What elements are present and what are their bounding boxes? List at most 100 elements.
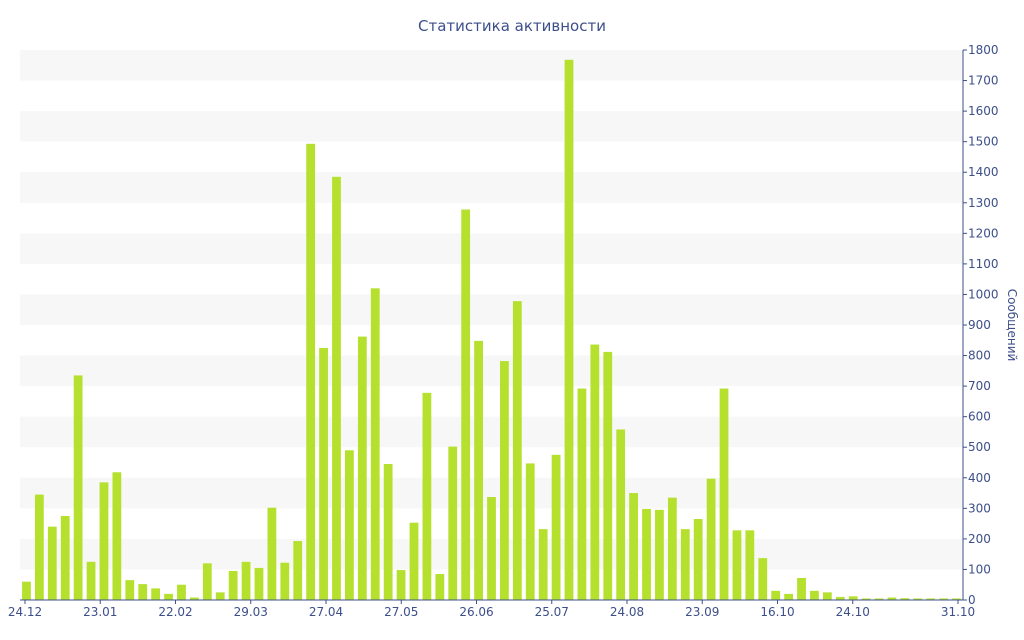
bar: [913, 598, 923, 600]
bar: [164, 593, 173, 600]
bar: [73, 375, 83, 600]
y-tick-label: 500: [968, 440, 991, 454]
x-tick-label: 22.02: [158, 605, 192, 619]
x-tick-label: 26.06: [459, 605, 493, 619]
bar: [706, 478, 716, 600]
y-tick-label: 300: [968, 501, 991, 515]
x-tick-label: 31.10: [941, 605, 975, 619]
bar: [228, 570, 238, 600]
bar: [280, 562, 290, 600]
bar: [642, 508, 651, 600]
bar: [667, 497, 677, 600]
y-tick-label: 800: [968, 349, 991, 363]
y-tick-label: 1500: [968, 135, 999, 149]
bar: [125, 580, 135, 600]
bar: [693, 519, 703, 600]
bar: [512, 301, 522, 600]
bars: [22, 59, 961, 600]
grid-band: [20, 355, 963, 387]
bar: [771, 590, 781, 600]
bar: [435, 574, 445, 600]
grid-band: [20, 50, 963, 81]
bar: [500, 361, 509, 600]
bar: [590, 344, 600, 600]
y-tick-label: 100: [968, 562, 991, 576]
x-tick-label: 24.08: [610, 605, 644, 619]
bar: [939, 598, 949, 600]
y-tick-label: 1300: [968, 196, 999, 210]
bar: [616, 429, 626, 600]
bar: [655, 509, 664, 600]
bar: [190, 597, 199, 600]
y-tick-label: 700: [968, 379, 991, 393]
bar: [448, 446, 458, 600]
bar: [306, 143, 316, 600]
bar: [47, 526, 57, 600]
bar: [254, 567, 264, 600]
bar: [396, 570, 406, 600]
bar: [861, 598, 871, 600]
y-tick-label: 1400: [968, 165, 999, 179]
x-tick-label: 27.04: [309, 605, 343, 619]
y-tick-label: 400: [968, 471, 991, 485]
grid-band: [20, 233, 963, 264]
x-tick-label: 24.12: [8, 605, 42, 619]
bar: [86, 561, 96, 600]
bar: [835, 596, 845, 600]
bar: [848, 596, 858, 600]
y-tick-label: 1600: [968, 104, 999, 118]
x-tick-label: 24.10: [836, 605, 870, 619]
bar: [822, 592, 832, 600]
x-tick-label: 27.05: [384, 605, 418, 619]
y-tick-label: 0: [968, 593, 976, 607]
bar: [732, 530, 742, 600]
bar: [797, 578, 806, 600]
y-tick-label: 1700: [968, 74, 999, 88]
bar: [319, 347, 328, 600]
bar: [383, 464, 393, 600]
chart-title: Статистика активности: [418, 17, 606, 35]
y-tick-label: 900: [968, 318, 991, 332]
bar: [551, 454, 561, 600]
bar: [564, 59, 574, 600]
x-axis: 24.12 23.01 22.02 29.03 27.04 27.05 26.06 25.07…: [8, 599, 975, 619]
grid-band: [20, 172, 963, 203]
bar: [112, 472, 122, 600]
bar: [202, 563, 212, 600]
bar: [151, 588, 161, 600]
bar: [784, 593, 793, 600]
grid-band: [20, 111, 963, 142]
y-tick-label: 200: [968, 532, 991, 546]
bar: [370, 288, 380, 600]
grid-bands: [20, 50, 963, 570]
bar: [603, 351, 613, 600]
bar: [719, 388, 729, 600]
x-tick-label: 16.10: [760, 605, 794, 619]
bar: [215, 592, 225, 600]
bar: [680, 529, 690, 600]
bar: [60, 515, 70, 600]
bar: [525, 463, 535, 600]
bar: [926, 598, 936, 600]
x-tick-label: 23.09: [685, 605, 719, 619]
y-axis: 0 100 200 300 400 500 600 700 800 900 1000 1100 1200…: [962, 43, 999, 607]
bar: [577, 388, 587, 600]
bar: [900, 598, 910, 600]
bar: [745, 530, 755, 600]
x-tick-label: 25.07: [535, 605, 569, 619]
y-tick-label: 1000: [968, 287, 999, 301]
bar: [357, 336, 367, 600]
x-tick-label: 29.03: [234, 605, 268, 619]
grid-band: [20, 416, 963, 448]
bar: [487, 497, 496, 600]
y-axis-label: Сообщений: [1005, 289, 1019, 362]
y-tick-label: 1100: [968, 257, 999, 271]
bar: [267, 507, 277, 600]
bar: [461, 209, 471, 600]
bar: [34, 494, 44, 600]
bar: [629, 493, 638, 600]
y-tick-label: 1800: [968, 43, 999, 57]
bar: [758, 558, 768, 600]
bar: [22, 581, 31, 600]
